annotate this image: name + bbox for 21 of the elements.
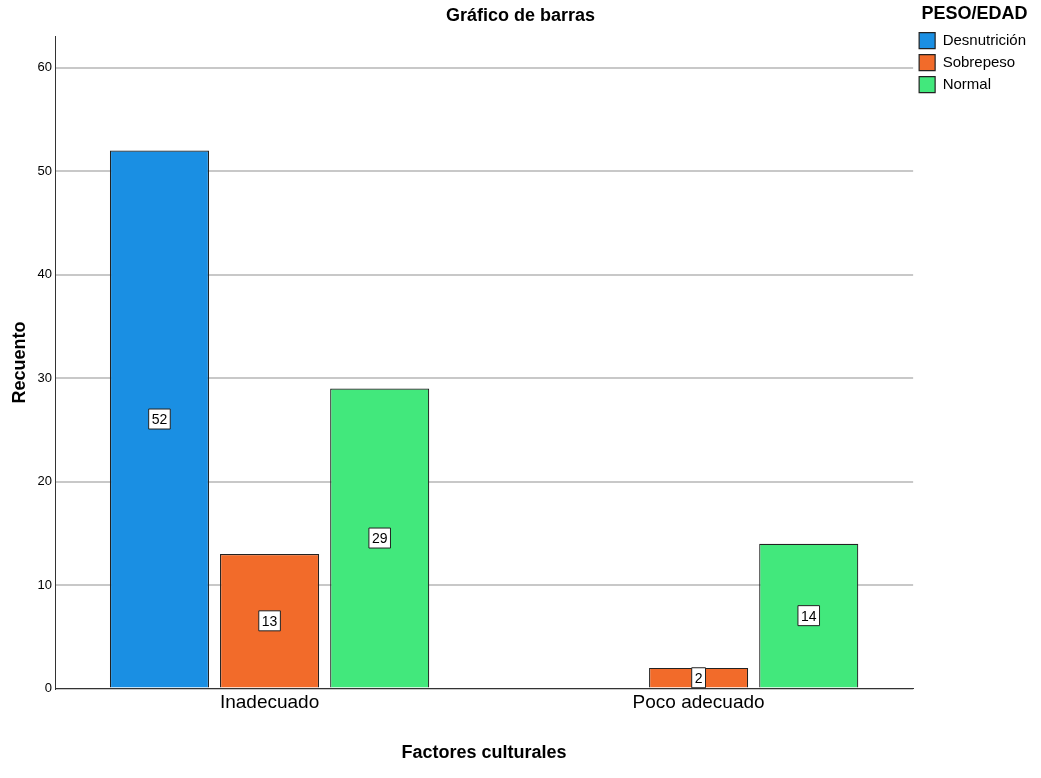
y-tick-label: 0	[44, 680, 53, 696]
y-tick-label: 30	[37, 369, 53, 385]
legend-title: PESO/EDAD	[921, 2, 1028, 23]
y-tick-label: 10	[37, 576, 53, 592]
x-tick-label: Poco adecuado	[632, 691, 765, 713]
data-label: 52	[151, 410, 168, 427]
data-label: 14	[800, 607, 817, 624]
y-tick-label: 60	[37, 59, 53, 75]
legend-label: Normal	[942, 74, 991, 92]
y-tick-label: 50	[37, 162, 53, 178]
data-label: 2	[694, 669, 703, 686]
data-label: 13	[261, 612, 278, 629]
legend-label: Sobrepeso	[942, 52, 1016, 70]
chart-title: Gráfico de barras	[445, 4, 596, 25]
y-tick-label: 40	[37, 266, 53, 282]
x-axis-title: Factores culturales	[401, 742, 567, 763]
x-tick-label: Inadecuado	[219, 691, 320, 713]
data-label: 29	[371, 529, 388, 546]
y-tick-label: 20	[37, 473, 53, 489]
y-axis-title: Recuento	[8, 321, 29, 404]
legend-label: Desnutrición	[942, 30, 1026, 48]
